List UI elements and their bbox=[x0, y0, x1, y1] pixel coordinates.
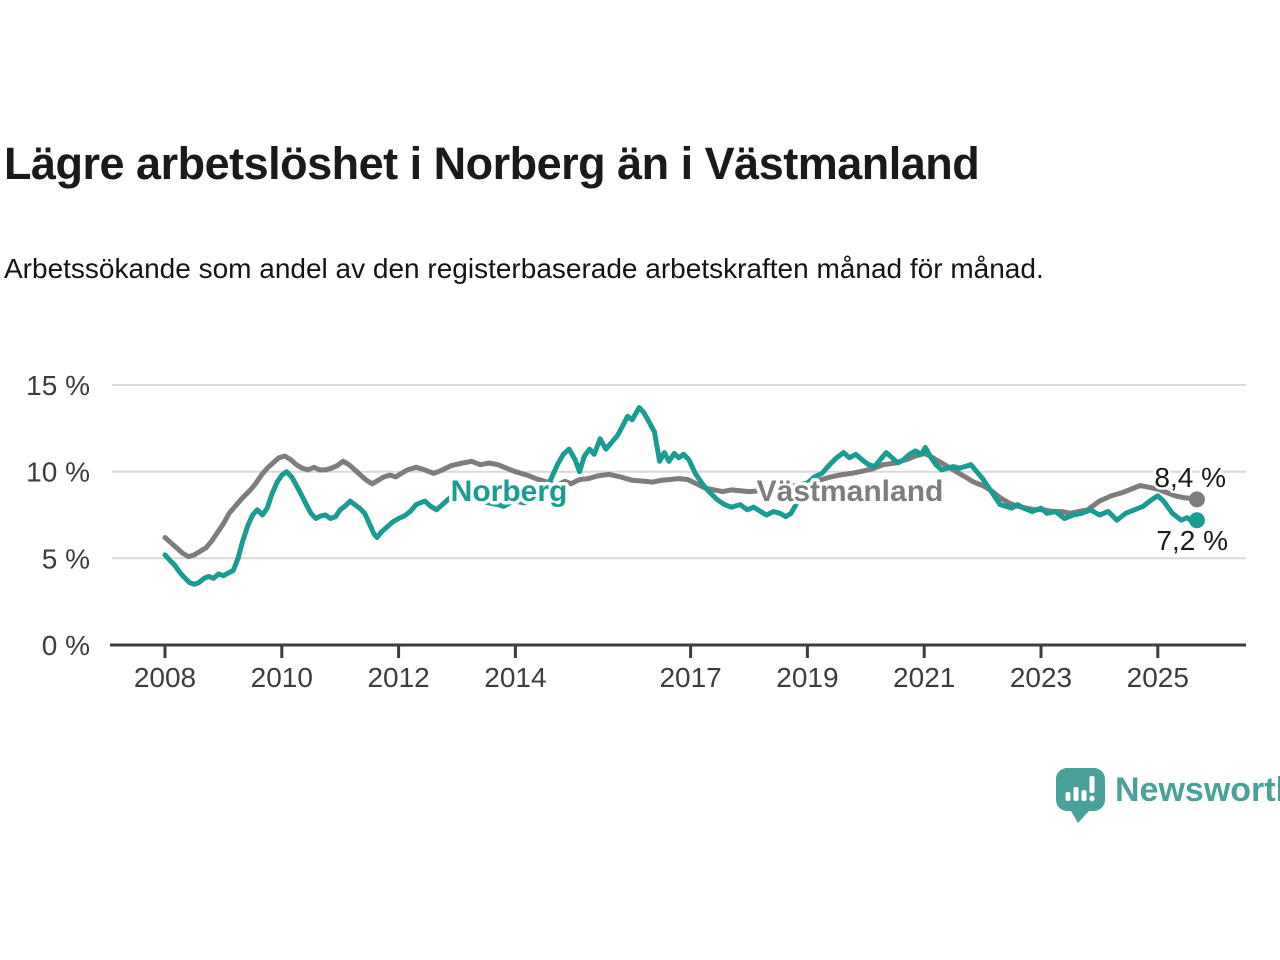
series-lines-group bbox=[162, 405, 1200, 587]
x-tick-labels-group: 2008 2010 2012 2014 2017 2019 2021 2023 2025 bbox=[134, 662, 1189, 693]
newsworthy-logo-icon bbox=[1056, 768, 1105, 823]
y-tick-label: 10 % bbox=[26, 457, 90, 488]
x-tick-label: 2014 bbox=[484, 662, 546, 693]
x-tick-label: 2023 bbox=[1010, 662, 1072, 693]
x-tick-label: 2021 bbox=[893, 662, 955, 693]
y-tick-label: 15 % bbox=[26, 370, 90, 401]
series-label-norberg: Norberg bbox=[451, 475, 568, 508]
page-subtitle: Arbetssökande som andel av den registerb… bbox=[4, 253, 1044, 284]
x-tick-label: 2025 bbox=[1127, 662, 1189, 693]
series-label-vastmanland: Västmanland bbox=[757, 475, 944, 508]
line-vastmanland bbox=[162, 451, 1200, 560]
x-tick-label: 2019 bbox=[776, 662, 838, 693]
newsworthy-logo-text: Newsworthy bbox=[1115, 771, 1280, 809]
y-tick-label: 5 % bbox=[42, 543, 90, 574]
gridlines-group bbox=[112, 384, 1246, 560]
end-dot-vastmanland bbox=[1188, 491, 1205, 508]
newsworthy-logo: Newsworthy bbox=[1056, 768, 1280, 823]
y-tick-labels-group: 0 % 5 % 10 % 15 % bbox=[26, 370, 90, 661]
exclamation-dot bbox=[1089, 795, 1095, 802]
line-norberg bbox=[162, 405, 1200, 587]
x-tick-label: 2008 bbox=[134, 662, 196, 693]
x-tick-label: 2010 bbox=[251, 662, 313, 693]
end-value-label-vastmanland: 8,4 % bbox=[1154, 462, 1226, 493]
series-end-dots-group bbox=[1188, 491, 1205, 529]
y-tick-label: 0 % bbox=[42, 630, 90, 661]
x-tick-label: 2017 bbox=[659, 662, 721, 693]
bar-chart-glyph bbox=[1065, 776, 1095, 802]
page-title: Lägre arbetslöshet i Norberg än i Västma… bbox=[4, 138, 980, 189]
end-value-label-norberg: 7,2 % bbox=[1156, 525, 1228, 556]
speech-bubble-shape bbox=[1056, 768, 1105, 823]
x-tick-label: 2012 bbox=[367, 662, 429, 693]
end-dot-norberg bbox=[1188, 512, 1205, 529]
x-axis-group bbox=[110, 643, 1246, 658]
exclamation-bar bbox=[1089, 776, 1095, 793]
